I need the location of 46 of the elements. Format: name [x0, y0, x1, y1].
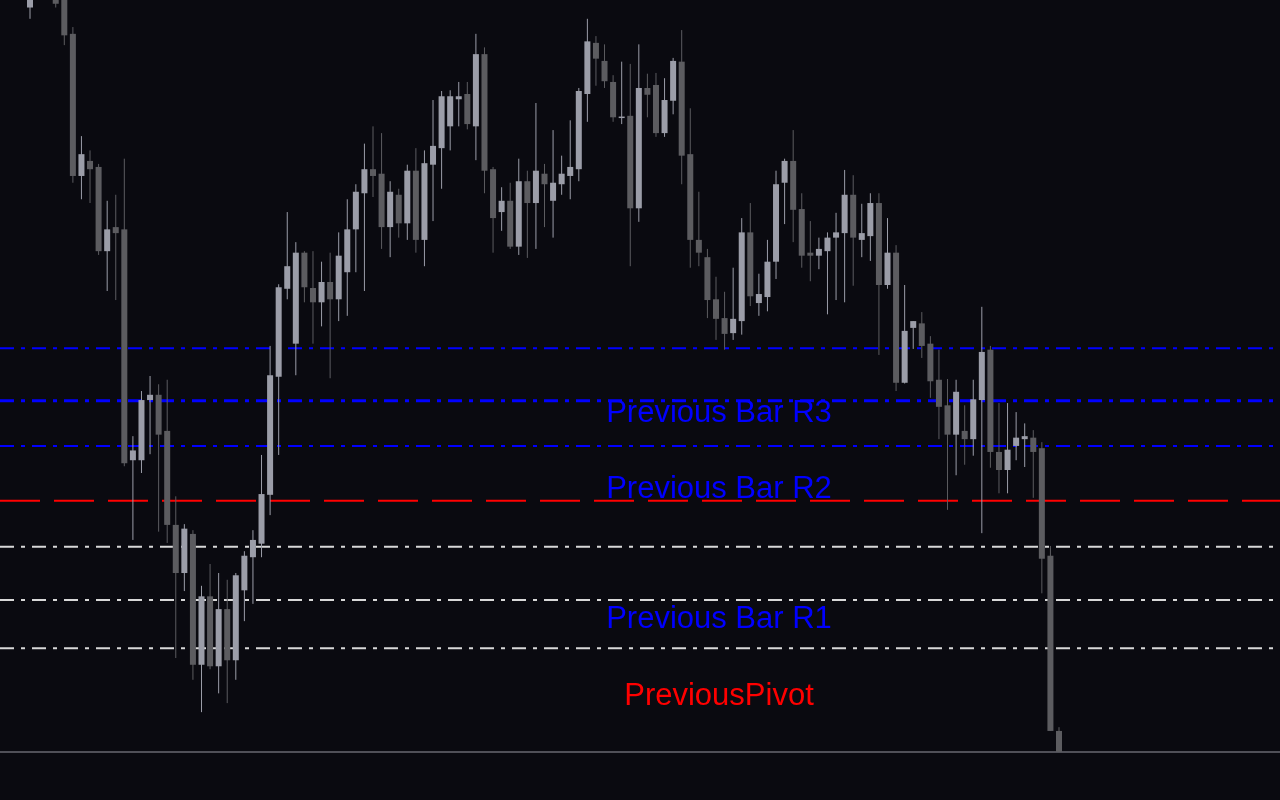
candlestick — [112, 194, 119, 301]
candlestick — [1004, 402, 1011, 494]
candlestick — [567, 119, 574, 200]
candlestick — [327, 252, 334, 379]
candlestick — [558, 155, 565, 196]
candlestick — [910, 320, 917, 350]
candlestick — [713, 276, 719, 341]
candlestick — [147, 375, 154, 455]
annotation: Previous Bar R2 — [606, 469, 832, 505]
candlestick — [550, 129, 557, 239]
candlestick — [918, 311, 925, 359]
candlestick — [309, 250, 316, 345]
candlestick — [995, 402, 1002, 494]
candlestick — [284, 211, 291, 300]
candlestick — [807, 220, 814, 282]
candlestick — [524, 170, 531, 259]
candlestick — [498, 186, 505, 232]
candlestick — [1030, 429, 1037, 499]
candlestick — [961, 404, 968, 466]
candlestick — [781, 158, 788, 225]
candlestick — [318, 261, 325, 327]
candlestick — [592, 35, 599, 87]
candlestick — [730, 267, 737, 341]
candlestick — [833, 212, 840, 301]
candlestick — [695, 191, 702, 267]
candlestick — [824, 231, 831, 315]
candlestick — [104, 200, 111, 292]
candlestick — [87, 149, 94, 204]
candlestick — [1021, 422, 1028, 468]
candlestick — [370, 125, 376, 198]
candlestick — [815, 237, 822, 270]
candlestick — [541, 163, 548, 228]
annotation: PreviousPivot — [624, 676, 815, 712]
candlestick — [78, 135, 85, 200]
candlestick — [249, 529, 256, 605]
candlestick — [455, 81, 462, 127]
candlestick — [430, 99, 437, 222]
candlestick — [601, 43, 608, 89]
candlestick — [858, 203, 865, 258]
candlestick — [27, 0, 33, 20]
candlestick — [644, 73, 651, 118]
candlestick — [129, 435, 136, 541]
candlestick — [721, 291, 728, 351]
candlestick — [755, 273, 762, 317]
candlestick — [1013, 411, 1020, 461]
annotation: Previous Bar R1 — [606, 599, 832, 635]
